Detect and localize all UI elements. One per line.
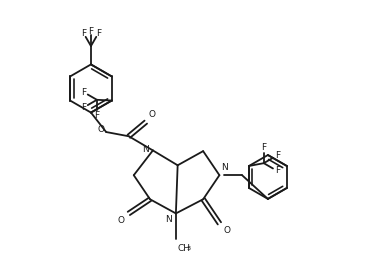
Text: CH: CH (177, 243, 190, 253)
Text: F: F (96, 29, 101, 38)
Text: O: O (224, 226, 231, 235)
Text: F: F (81, 29, 86, 38)
Text: O: O (98, 125, 105, 134)
Text: F: F (81, 87, 86, 97)
Text: F: F (275, 167, 280, 175)
Text: 3: 3 (186, 246, 190, 251)
Text: F: F (261, 143, 266, 152)
Text: F: F (81, 103, 86, 112)
Text: O: O (117, 216, 125, 225)
Text: O: O (148, 110, 156, 119)
Text: N: N (221, 163, 228, 172)
Text: F: F (94, 111, 100, 120)
Text: N: N (142, 144, 148, 154)
Text: F: F (275, 151, 280, 160)
Text: N: N (165, 215, 172, 224)
Text: F: F (88, 27, 94, 36)
